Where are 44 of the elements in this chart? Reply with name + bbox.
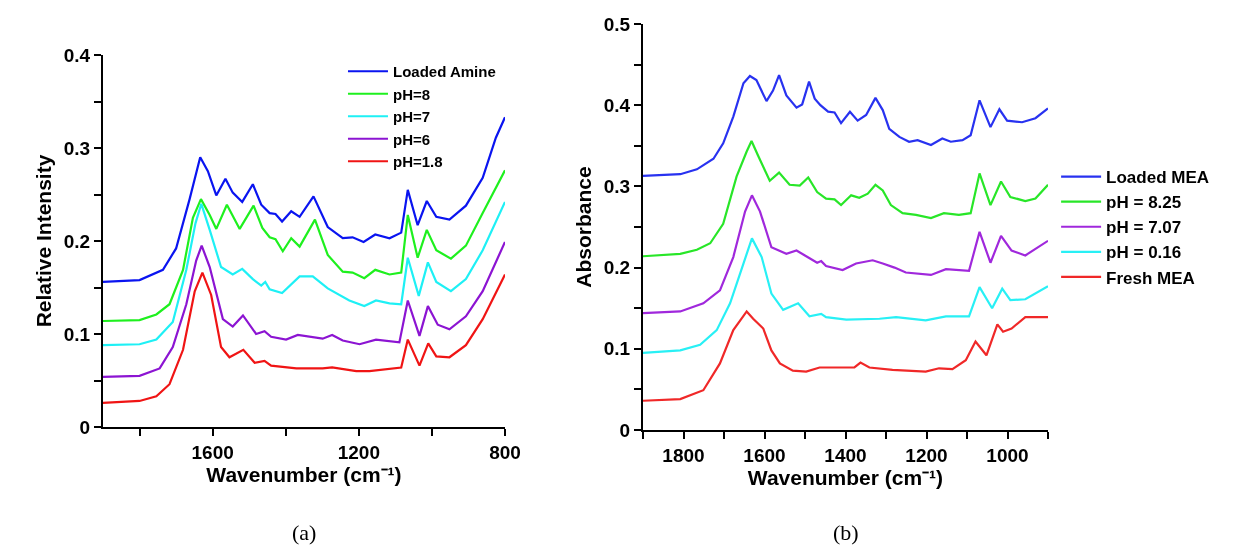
line-series	[643, 139, 1048, 258]
y-tick-label: 0	[79, 416, 91, 438]
x-tick-label: 800	[489, 441, 521, 463]
legend-label: pH = 7.07	[1106, 218, 1182, 238]
legend-label: pH=8	[392, 85, 431, 103]
y-axis-title: Relative Intensity	[32, 154, 56, 328]
x-tick-label: 1200	[337, 441, 380, 463]
y-tick-label: 0.4	[63, 44, 91, 66]
y-tick-label: 0.2	[603, 257, 631, 279]
legend-label: Loaded MEA	[1106, 168, 1210, 188]
x-tick-label: 1800	[662, 444, 705, 466]
x-tick-label: 1400	[824, 444, 867, 466]
x-tick-label: 1000	[986, 444, 1029, 466]
legend-label: pH = 0.16	[1106, 243, 1182, 263]
line-series	[643, 237, 1048, 354]
line-series	[103, 169, 505, 323]
x-tick-label: 1200	[905, 444, 948, 466]
legend-label: pH=7	[392, 108, 431, 126]
y-tick-label: 0.3	[603, 176, 631, 198]
x-axis-title: Wavenumber (cm⁻¹)	[747, 465, 944, 489]
line-series	[643, 74, 1048, 177]
y-tick-label: 0.1	[603, 338, 631, 360]
line-series	[643, 194, 1048, 315]
text: (b)	[833, 520, 859, 545]
line-series	[643, 310, 1048, 402]
x-tick-label: 1600	[191, 441, 234, 463]
line-series	[103, 240, 505, 378]
line-series	[103, 200, 505, 347]
y-tick-label: 0.4	[603, 94, 631, 116]
y-tick-label: 0.2	[63, 230, 91, 252]
x-tick-label: 1600	[743, 444, 786, 466]
legend-label: pH=6	[392, 130, 431, 148]
legend-label: pH=1.8	[392, 153, 443, 171]
text: (a)	[292, 520, 317, 545]
legend-label: Fresh MEA	[1106, 268, 1195, 288]
x-axis-title: Wavenumber (cm⁻¹)	[206, 462, 402, 486]
y-axis-title: Absorbance	[572, 166, 596, 288]
y-tick-label: 0.1	[63, 323, 91, 345]
legend-label: pH = 8.25	[1106, 193, 1182, 213]
line-series	[103, 271, 505, 404]
legend-label: Loaded Amine	[392, 63, 496, 81]
y-tick-label: 0.5	[603, 13, 631, 35]
y-tick-label: 0	[619, 419, 631, 441]
y-tick-label: 0.3	[63, 137, 91, 159]
